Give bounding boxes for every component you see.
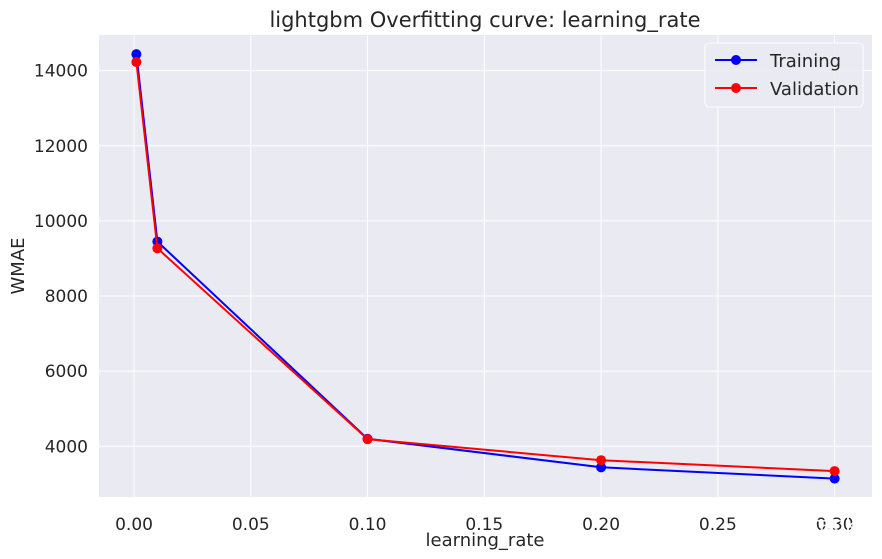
- data-point-training: [596, 462, 607, 473]
- gridlines: [99, 35, 872, 497]
- data-point-validation: [829, 466, 840, 477]
- x-tick-label: 0.15: [465, 515, 503, 535]
- x-tick-label: 0.25: [699, 515, 737, 535]
- data-point-validation: [152, 243, 163, 254]
- y-tick-label: 6000: [45, 362, 88, 382]
- data-point-training: [131, 49, 142, 60]
- y-tick-label: 8000: [45, 287, 88, 307]
- x-tick-label: 0.30: [816, 515, 854, 535]
- y-tick-label: 10000: [34, 212, 88, 232]
- data-point-validation: [131, 57, 142, 68]
- x-tick-label: 0.05: [232, 515, 270, 535]
- y-tick-label: 4000: [45, 437, 88, 457]
- watermark: alitrack: [740, 512, 858, 538]
- y-axis-label: WMAE: [8, 237, 29, 294]
- y-tick-label: 12000: [34, 137, 88, 157]
- legend-label-training: Training: [769, 51, 841, 72]
- x-tick-label: 0.00: [115, 515, 153, 535]
- data-point-validation: [362, 434, 373, 445]
- data-point-validation: [596, 455, 607, 466]
- x-tick-label: 0.10: [349, 515, 387, 535]
- legend: Training Validation: [704, 42, 864, 108]
- legend-label-validation: Validation: [770, 79, 859, 100]
- x-tick-label: 0.20: [582, 515, 620, 535]
- watermark-text: alitrack: [776, 513, 858, 538]
- tick-labels: 0.00 0.05 0.10 0.15 0.20 0.25 0.30 4000 6000 8000…: [34, 62, 854, 535]
- legend-marker-validation: [731, 83, 741, 93]
- y-tick-label: 14000: [34, 62, 88, 82]
- wechat-icon: [740, 512, 771, 534]
- series-layer: [131, 49, 840, 484]
- data-point-training: [829, 473, 840, 484]
- chart-title: lightgbm Overfitting curve: learning_rat…: [269, 8, 700, 33]
- plot-area: [99, 35, 872, 497]
- x-axis-label: learning_rate: [426, 530, 545, 551]
- legend-marker-training: [731, 55, 741, 65]
